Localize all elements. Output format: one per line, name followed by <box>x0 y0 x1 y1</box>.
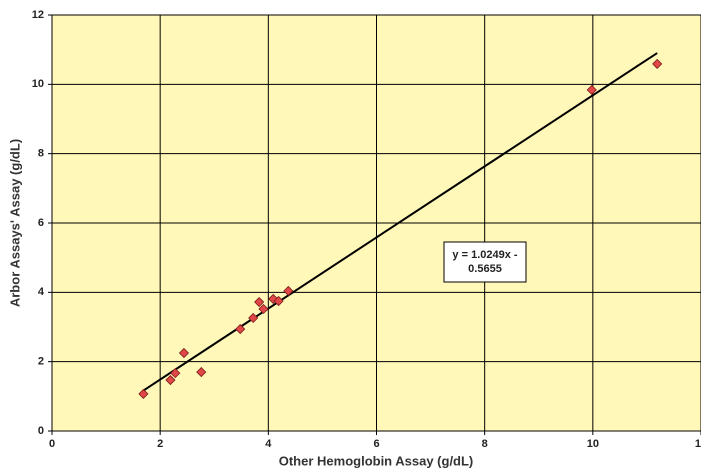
data-point <box>268 293 279 304</box>
y-tick-label: 10 <box>32 78 44 90</box>
y-tick-label: 6 <box>38 217 44 229</box>
data-point <box>258 303 269 315</box>
y-tick-label: 8 <box>38 148 44 160</box>
x-tick-label: 2 <box>157 438 163 450</box>
data-point <box>235 324 246 335</box>
data-point <box>170 368 181 379</box>
trendline <box>142 52 658 392</box>
trendline-label-line: y = 1.0249x - <box>452 249 517 261</box>
x-tick-label: 0 <box>49 438 55 450</box>
data-point <box>178 347 190 359</box>
x-tick-label: 10 <box>587 438 599 450</box>
x-tick-label: 8 <box>482 438 488 450</box>
data-point <box>248 312 259 324</box>
data-point <box>165 374 176 386</box>
data-point <box>586 84 597 95</box>
label-box <box>443 241 527 283</box>
trendline-label: y = 1.0249x - 0.5655 <box>443 241 527 283</box>
x-tick-label: 6 <box>373 438 379 450</box>
y-tick-label: 12 <box>32 9 44 21</box>
trendline-label-line: 0.5655 <box>468 263 502 275</box>
y-tick-label: 4 <box>38 286 45 298</box>
data-point <box>652 58 663 69</box>
x-tick-label: 12 <box>695 438 701 450</box>
y-axis-title: Arbor Assays' Assay (g/dL) <box>7 139 22 307</box>
data-point <box>273 295 284 307</box>
data-point <box>283 285 294 297</box>
data-point <box>196 367 207 378</box>
x-axis-title: Other Hemoglobin Assay (g/dL) <box>279 453 474 468</box>
data-point <box>138 388 149 399</box>
y-tick-label: 0 <box>38 425 44 437</box>
y-tick-label: 2 <box>38 356 44 368</box>
x-tick-label: 4 <box>265 438 272 450</box>
data-point <box>254 296 265 308</box>
